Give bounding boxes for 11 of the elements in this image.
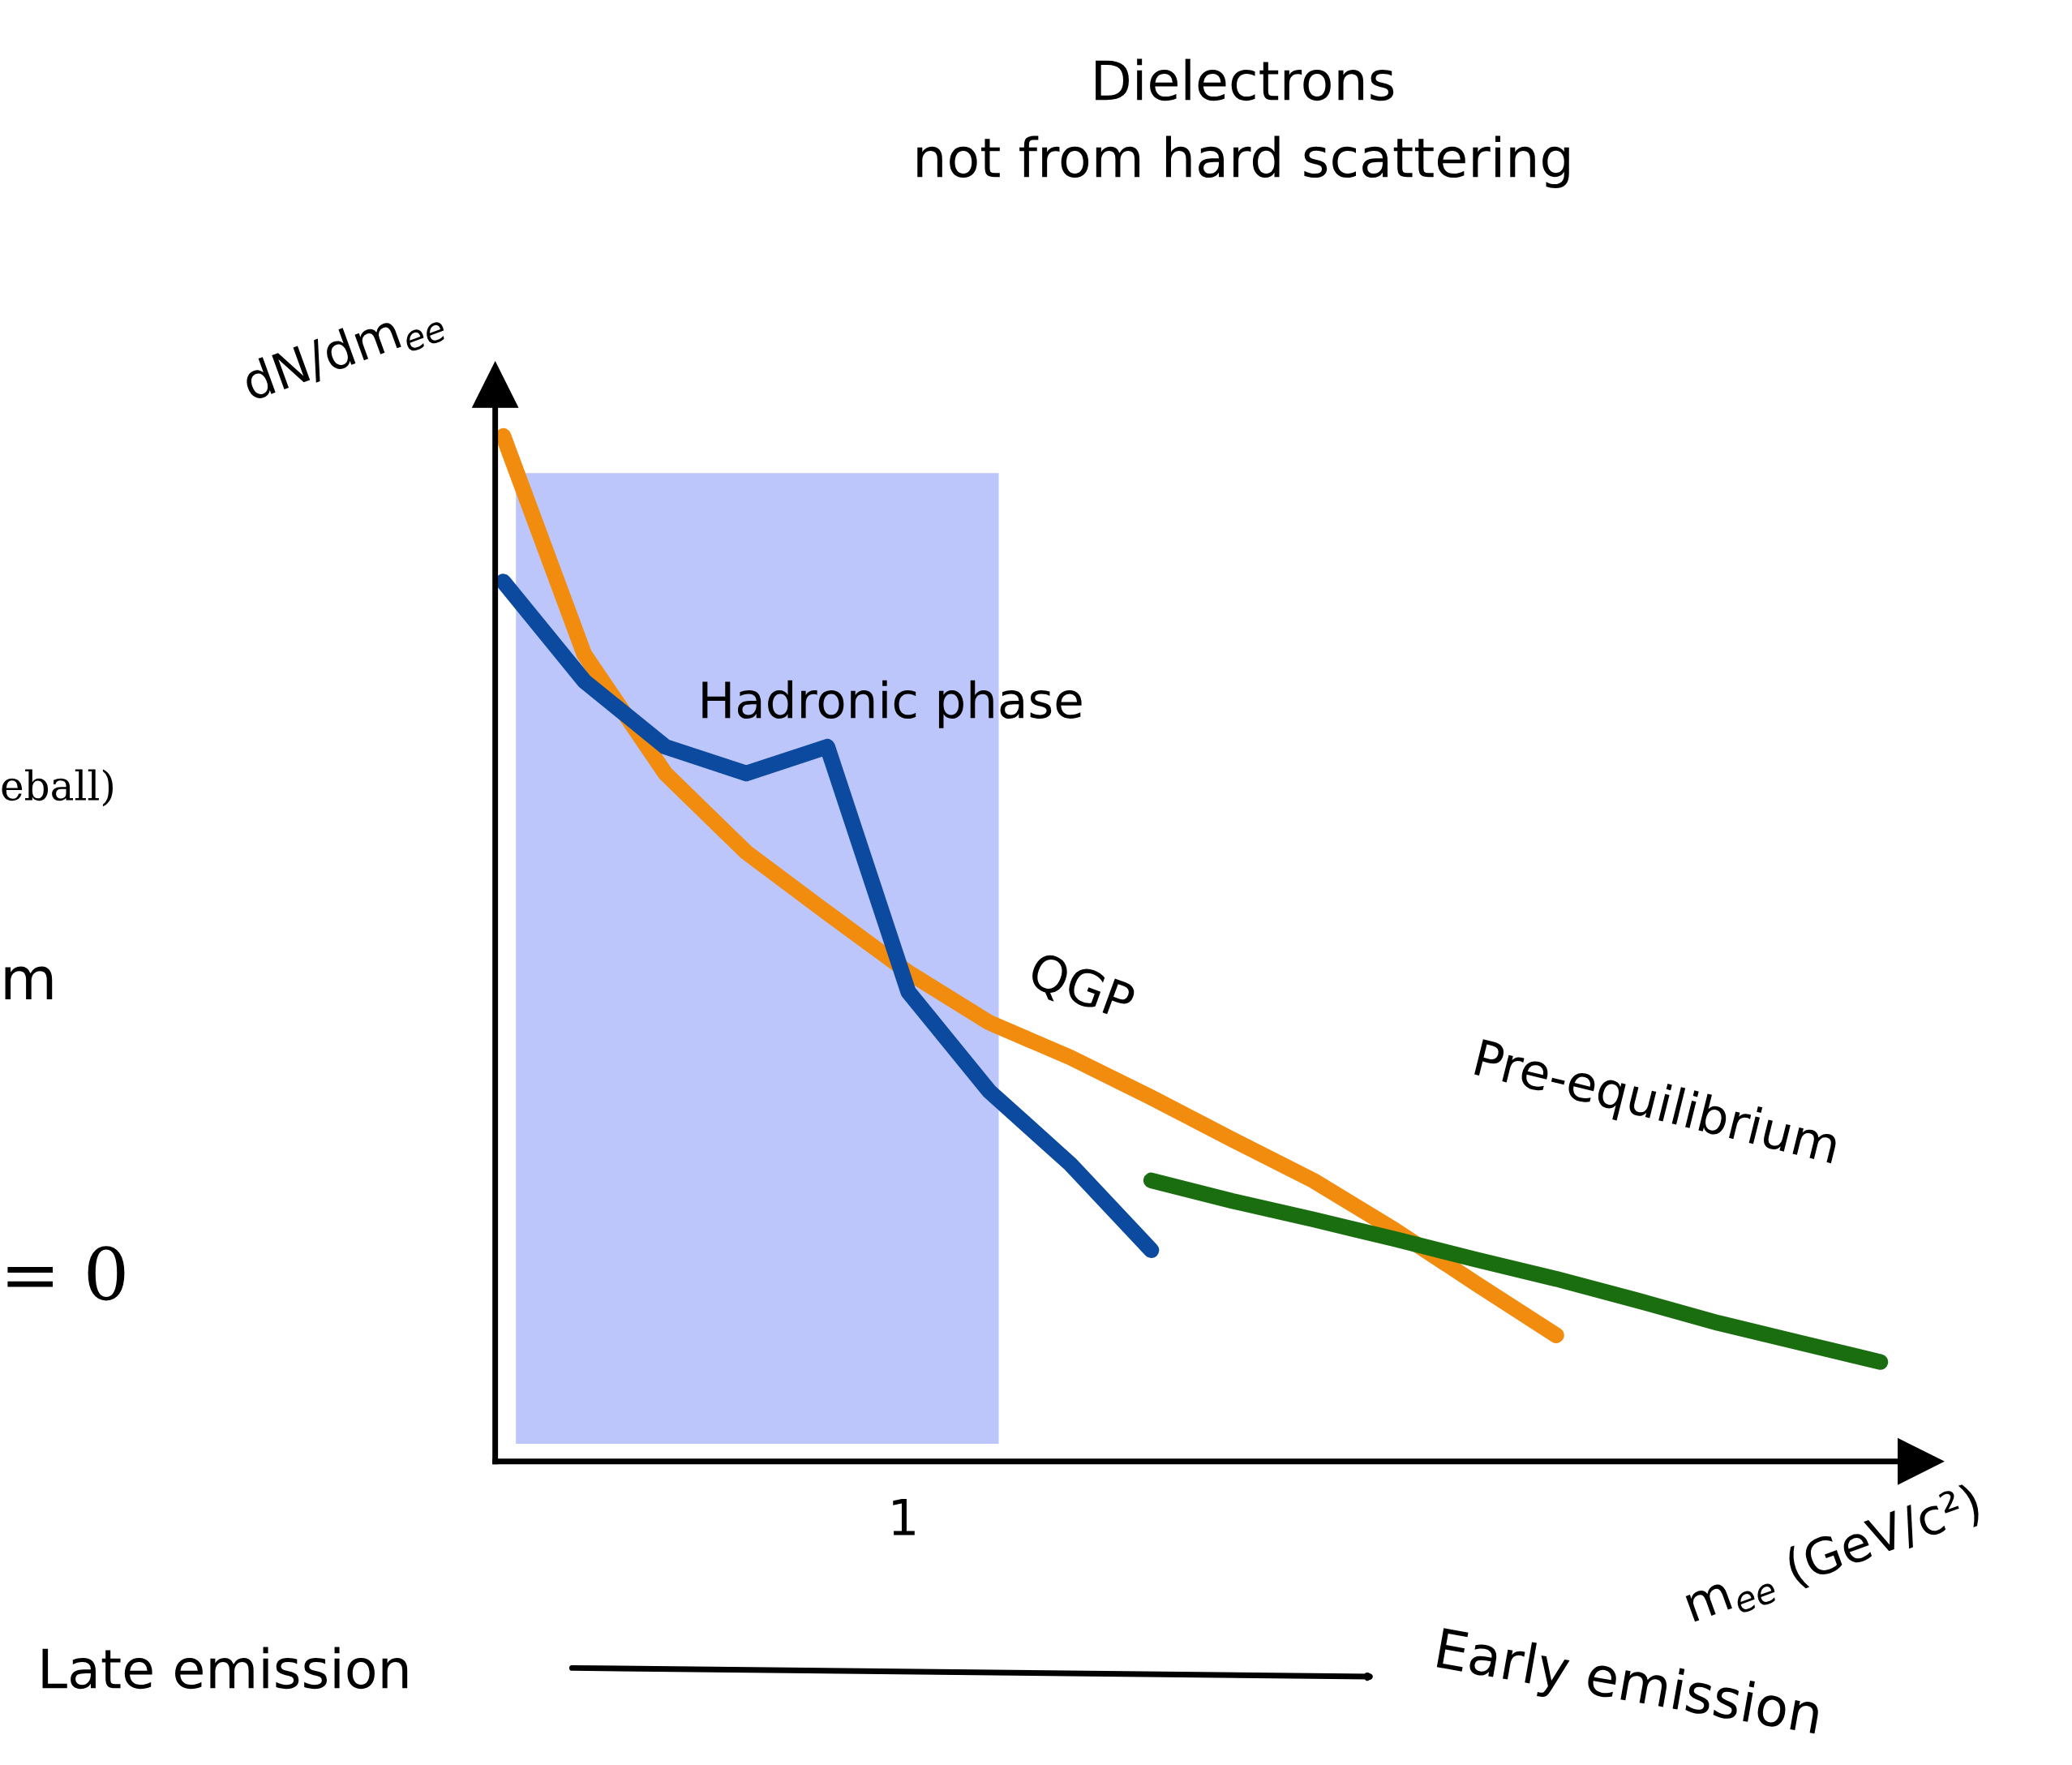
text: = 0: [7, 1246, 125, 1301]
chart-title: Dielectrons not from hard scattering: [917, 58, 1569, 189]
text: Early emission: [1435, 1626, 1822, 1745]
text: eball): [2, 769, 113, 807]
text: Late emission: [42, 1647, 408, 1690]
text: m: [5, 966, 53, 999]
x-axis-title: m$_{ee}$ (GeV/c²): [1685, 1482, 1984, 1622]
text: QGP: [1025, 951, 1138, 1027]
series-label: Hadronic phase: [702, 680, 1082, 728]
y-axis-title: dN/dm$_{ee}$: [239, 295, 448, 410]
text: 1: [893, 1499, 915, 1535]
